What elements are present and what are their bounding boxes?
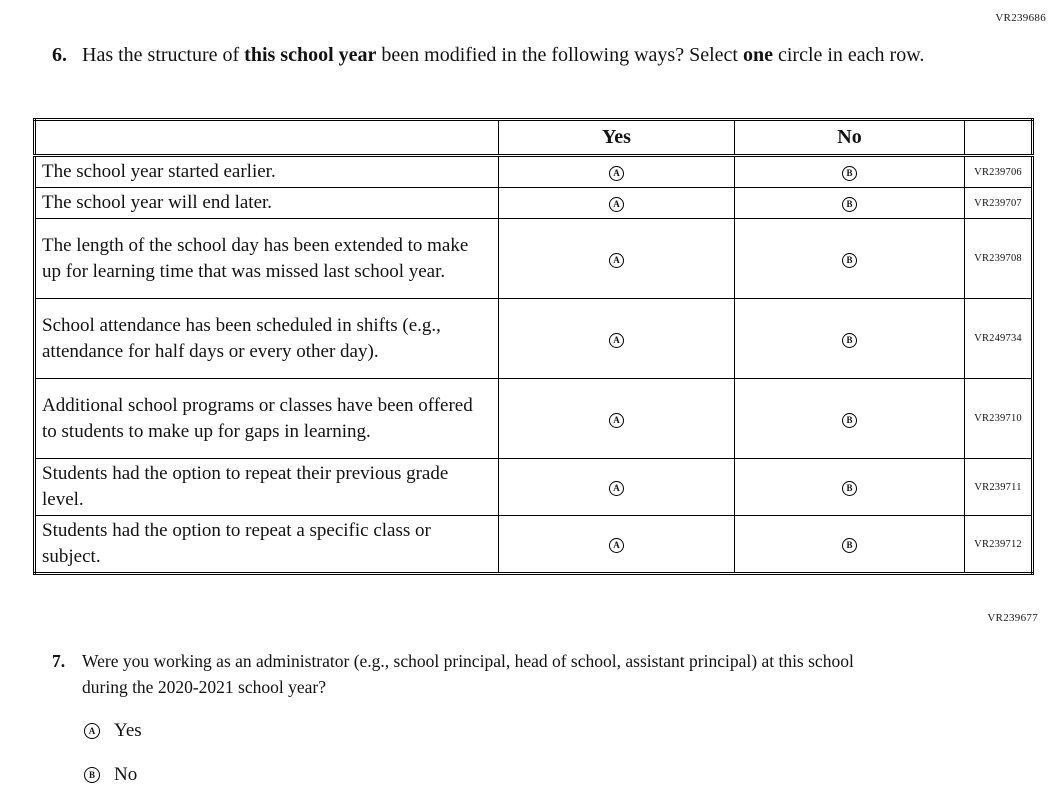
row-code: VR239712 — [964, 515, 1033, 574]
row-statement: The length of the school day has been ex… — [34, 218, 499, 299]
question-6-table-wrap: Yes No The school year started earlier. … — [33, 118, 1034, 575]
answer-cell-yes: A — [498, 187, 735, 219]
question-7-options: A Yes B No — [84, 720, 954, 799]
bubble-letter: B — [846, 199, 853, 209]
no-option-bubble[interactable]: B — [842, 166, 857, 181]
bubble-letter: B — [88, 769, 95, 780]
row-statement: School attendance has been scheduled in … — [34, 298, 499, 379]
table-row: The length of the school day has been ex… — [34, 218, 1033, 299]
yes-option-bubble[interactable]: A — [609, 197, 624, 212]
row-code: VR239711 — [964, 458, 1033, 516]
row-statement: Additional school programs or classes ha… — [34, 378, 499, 459]
bubble-letter: B — [846, 254, 853, 265]
question-6-text-part: Has the structure of — [82, 44, 245, 66]
no-option-bubble[interactable]: B — [842, 412, 857, 428]
bubble-letter: B — [846, 483, 853, 493]
yes-option-bubble[interactable]: A — [609, 538, 624, 553]
question-6-text-bold: this school year — [244, 44, 377, 66]
table-header-row: Yes No — [34, 119, 1033, 157]
bubble-letter: A — [613, 254, 620, 265]
statement-header — [34, 119, 499, 157]
yes-option-bubble[interactable]: A — [609, 252, 624, 268]
question-6-text: Has the structure of this school year be… — [82, 42, 952, 69]
answer-cell-no: B — [734, 218, 965, 299]
no-option-bubble[interactable]: B — [842, 332, 857, 348]
row-statement: Students had the option to repeat their … — [34, 458, 499, 516]
question-6: 6. Has the structure of this school year… — [52, 42, 952, 69]
answer-cell-no: B — [734, 458, 965, 516]
no-option-bubble[interactable]: B — [842, 252, 857, 268]
answer-cell-yes: A — [498, 515, 735, 574]
question-7-number: 7. — [52, 651, 66, 671]
yes-option-bubble[interactable]: A — [609, 481, 624, 496]
table-row: The school year will end later. A B VR23… — [34, 187, 1033, 219]
answer-cell-no: B — [734, 298, 965, 379]
question-6-text-part: been modified in the following ways? Sel… — [376, 44, 743, 66]
row-statement: Students had the option to repeat a spec… — [34, 515, 499, 574]
option-no-label: No — [114, 764, 138, 785]
question-6-text-part: circle in each row. — [772, 44, 925, 66]
answer-cell-yes: A — [498, 155, 735, 188]
bubble-letter: A — [613, 414, 620, 425]
answer-cell-yes: A — [498, 298, 735, 379]
yes-option-bubble[interactable]: A — [609, 332, 624, 348]
column-header-no: No — [734, 119, 965, 157]
yes-option-bubble[interactable]: A — [84, 723, 100, 739]
answer-cell-yes: A — [498, 458, 735, 516]
answer-cell-no: B — [734, 515, 965, 574]
yes-option-bubble[interactable]: A — [609, 412, 624, 428]
no-option-bubble[interactable]: B — [842, 481, 857, 496]
code-header — [964, 119, 1033, 157]
option-yes[interactable]: A Yes — [84, 720, 954, 742]
bubble-letter: B — [846, 414, 853, 425]
answer-cell-no: B — [734, 155, 965, 188]
bubble-letter: B — [846, 334, 853, 345]
row-statement: The school year will end later. — [34, 187, 499, 219]
row-code: VR239707 — [964, 187, 1033, 219]
table-row: The school year started earlier. A B VR2… — [34, 155, 1033, 188]
bubble-letter: A — [613, 483, 620, 493]
bubble-letter: A — [613, 168, 620, 178]
row-code: VR249734 — [964, 298, 1033, 379]
bubble-letter: A — [613, 199, 620, 209]
row-code: VR239708 — [964, 218, 1033, 299]
bubble-letter: A — [88, 725, 96, 736]
table-row: Students had the option to repeat a spec… — [34, 515, 1033, 574]
yes-option-bubble[interactable]: A — [609, 166, 624, 181]
question-6-number: 6. — [52, 44, 67, 66]
form-code-top: VR239686 — [995, 12, 1046, 24]
question-7: 7. Were you working as an administrator … — [52, 648, 922, 799]
answer-cell-no: B — [734, 378, 965, 459]
form-code-mid: VR239677 — [987, 612, 1038, 624]
table-row: School attendance has been scheduled in … — [34, 298, 1033, 379]
table-row: Additional school programs or classes ha… — [34, 378, 1033, 459]
row-code: VR239710 — [964, 378, 1033, 459]
bubble-letter: A — [613, 540, 620, 550]
question-6-text-bold: one — [742, 44, 773, 66]
question-6-table: Yes No The school year started earlier. … — [33, 118, 1034, 575]
answer-cell-yes: A — [498, 378, 735, 459]
table-row: Students had the option to repeat their … — [34, 458, 1033, 516]
row-statement: The school year started earlier. — [34, 155, 499, 188]
bubble-letter: B — [846, 540, 853, 550]
answer-cell-no: B — [734, 187, 965, 219]
option-yes-label: Yes — [114, 720, 142, 741]
row-code: VR239706 — [964, 155, 1033, 188]
no-option-bubble[interactable]: B — [842, 197, 857, 212]
no-option-bubble[interactable]: B — [842, 538, 857, 553]
no-option-bubble[interactable]: B — [84, 767, 100, 783]
question-7-text: Were you working as an administrator (e.… — [82, 651, 854, 697]
column-header-yes: Yes — [498, 119, 735, 157]
bubble-letter: A — [613, 334, 620, 345]
bubble-letter: B — [846, 168, 853, 178]
option-no[interactable]: B No — [84, 764, 954, 786]
answer-cell-yes: A — [498, 218, 735, 299]
